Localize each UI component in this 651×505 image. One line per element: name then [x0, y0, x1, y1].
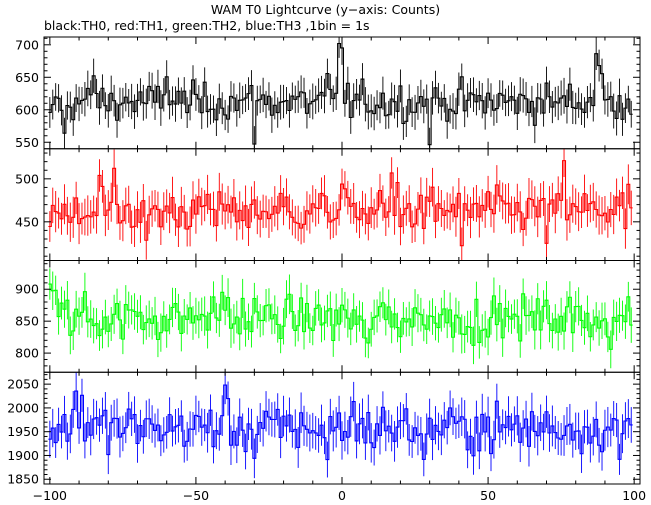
y-tick-label-TH3: 2050 — [7, 377, 39, 392]
y-tick-label-TH2: 900 — [15, 282, 39, 297]
y-tick-label-TH0: 700 — [15, 37, 39, 52]
chart-title: WAM T0 Lightcurve (y−axis: Counts) — [210, 2, 441, 17]
y-tick-label-TH3: 2000 — [7, 400, 39, 415]
y-tick-label-TH2: 850 — [15, 314, 39, 329]
y-tick-label-TH3: 1850 — [7, 472, 39, 487]
chart-subtitle: black:TH0, red:TH1, green:TH2, blue:TH3 … — [44, 18, 370, 33]
y-tick-label-TH0: 600 — [15, 102, 39, 117]
y-tick-label-TH3: 1950 — [7, 424, 39, 439]
x-tick-label: 100 — [622, 488, 646, 503]
y-tick-label-TH2: 800 — [15, 346, 39, 361]
y-tick-label-TH0: 650 — [15, 70, 39, 85]
y-tick-label-TH1: 500 — [15, 171, 39, 186]
y-tick-label-TH1: 450 — [15, 214, 39, 229]
x-tick-label: −100 — [33, 488, 67, 503]
series-TH1-line — [48, 160, 633, 247]
x-tick-label: −50 — [183, 488, 209, 503]
y-tick-label-TH3: 1900 — [7, 448, 39, 463]
series-TH0-marks — [48, 37, 633, 149]
series-TH0-line — [48, 42, 633, 146]
series-TH3-marks — [48, 372, 633, 479]
y-tick-label-TH0: 550 — [15, 135, 39, 150]
x-tick-label: 50 — [480, 488, 496, 503]
panel-TH1-frame — [43, 148, 641, 261]
series-TH1-marks — [48, 148, 633, 261]
series-TH2-line — [48, 283, 633, 350]
x-tick-label: 0 — [338, 488, 346, 503]
series-TH2-marks — [48, 268, 633, 369]
series-TH3-line — [48, 384, 633, 461]
